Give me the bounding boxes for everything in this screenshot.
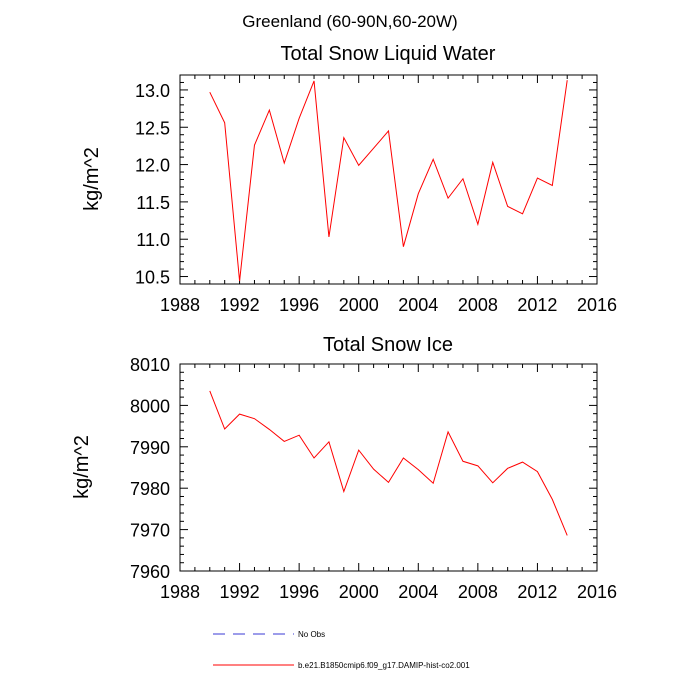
snow-ice-y-tick-label: 7990 [130, 438, 170, 458]
liquid-water-x-tick-label: 2008 [458, 295, 498, 315]
liquid-water-y-tick-label: 11.5 [136, 193, 170, 213]
legend-entry-model: b.e21.B1850cmip6.f09_g17.DAMIP-hist-co2.… [213, 661, 470, 670]
liquid-water-x-tick-label: 1988 [160, 295, 200, 315]
liquid-water-x-tick-label: 2004 [398, 295, 438, 315]
liquid-water-x-tick-label: 1992 [220, 295, 260, 315]
liquid-water-y-tick-label: 10.5 [135, 268, 170, 288]
liquid-water-title: Total Snow Liquid Water [281, 43, 496, 65]
snow-ice-y-tick-label: 7960 [130, 562, 170, 582]
liquid-water-y-tick-label: 12.5 [135, 118, 170, 138]
snow-ice-title: Total Snow Ice [323, 334, 453, 356]
legend-entry-no-obs: No Obs [213, 630, 325, 639]
snow-ice-x-tick-label: 1988 [160, 582, 200, 602]
snow-ice-x-tick-label: 2016 [577, 582, 617, 602]
figure-suptitle: Greenland (60-90N,60-20W) [242, 12, 457, 31]
snow-ice-plot-frame [179, 363, 598, 572]
legend-label-no-obs: No Obs [298, 630, 325, 639]
snow-ice-x-tick-label: 2004 [398, 582, 438, 602]
liquid-water-x-tick-label: 2012 [517, 295, 557, 315]
liquid-water-panel: Total Snow Liquid Water kg/m^2 1988 1992 1… [81, 43, 617, 315]
liquid-water-y-tick-label: 12.0 [135, 156, 170, 176]
liquid-water-y-axis-label: kg/m^2 [81, 147, 103, 211]
liquid-water-x-tick-label: 2000 [339, 295, 379, 315]
snow-ice-x-tick-label: 2012 [517, 582, 557, 602]
snow-ice-panel: Total Snow Ice kg/m^2 1988 1992 1996 2000 20… [71, 334, 617, 602]
snow-ice-y-axis-label: kg/m^2 [71, 435, 93, 499]
liquid-water-y-tick-label: 13.0 [135, 81, 170, 101]
snow-ice-x-tick-label: 1992 [220, 582, 260, 602]
snow-ice-y-tick-label: 8000 [130, 396, 170, 416]
liquid-water-y-tick-label: 11.0 [136, 230, 170, 250]
snow-ice-y-tick-label: 7980 [130, 479, 170, 499]
snow-ice-series-line [209, 390, 568, 536]
snow-ice-y-tick-label: 7970 [130, 521, 170, 541]
legend: No Obs b.e21.B1850cmip6.f09_g17.DAMIP-hi… [213, 630, 470, 670]
snow-ice-x-tick-label: 2008 [458, 582, 498, 602]
liquid-water-x-tick-label: 2016 [577, 295, 617, 315]
liquid-water-x-tick-label: 1996 [279, 295, 319, 315]
snow-ice-x-tick-label: 1996 [279, 582, 319, 602]
liquid-water-series-line [209, 80, 568, 282]
snow-ice-y-tick-label: 8010 [130, 355, 170, 375]
legend-label-model: b.e21.B1850cmip6.f09_g17.DAMIP-hist-co2.… [298, 661, 470, 670]
snow-ice-x-tick-label: 2000 [339, 582, 379, 602]
